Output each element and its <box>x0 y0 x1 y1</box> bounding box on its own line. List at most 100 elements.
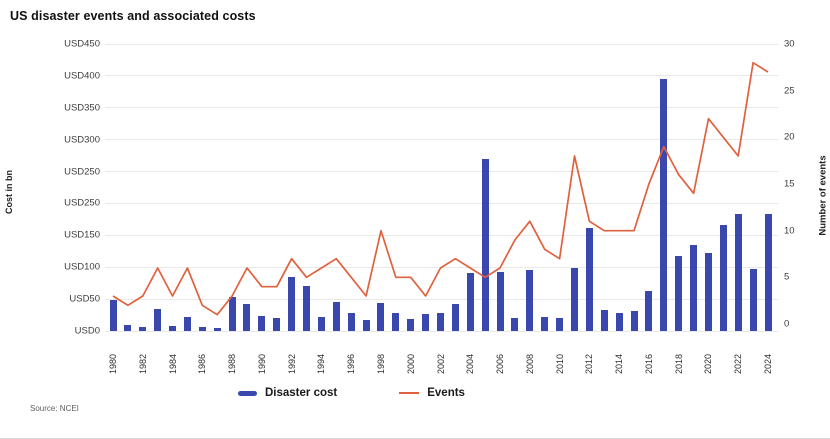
bar-1982 <box>139 327 147 331</box>
legend: Disaster cost Events <box>238 387 465 399</box>
bar-2022 <box>734 213 742 331</box>
gridline <box>105 234 778 236</box>
left-axis-tick: USD250 <box>64 197 100 209</box>
legend-label-disaster-cost: Disaster cost <box>265 387 338 399</box>
bar-2003 <box>451 304 459 331</box>
right-axis-tick: 25 <box>784 85 795 97</box>
bar-2000 <box>407 318 415 331</box>
x-axis-tick-2016: 2016 <box>643 353 654 374</box>
disaster-cost-swatch-icon <box>238 390 257 396</box>
bar-1998 <box>377 302 385 331</box>
left-axis-tick: USD0 <box>74 325 100 337</box>
right-axis-tick: 5 <box>784 271 790 283</box>
bar-2009 <box>541 316 549 331</box>
legend-item-disaster-cost: Disaster cost <box>238 387 337 399</box>
bar-1996 <box>347 312 355 331</box>
x-axis-tick-2008: 2008 <box>524 353 535 374</box>
x-axis-tick-1988: 1988 <box>227 353 238 374</box>
bar-2015 <box>630 311 638 331</box>
x-axis-tick-2004: 2004 <box>465 353 476 374</box>
bar-1999 <box>392 312 400 331</box>
left-axis-tick: USD350 <box>64 102 100 114</box>
left-axis-title: Cost in bn <box>4 170 14 214</box>
bar-1991 <box>273 317 281 331</box>
right-axis-tick: 10 <box>784 225 795 237</box>
left-axis-tick: USD450 <box>64 38 100 50</box>
x-axis-tick-2020: 2020 <box>703 353 714 374</box>
x-axis-tick-2014: 2014 <box>614 353 625 374</box>
bar-1986 <box>198 327 206 331</box>
gridline <box>105 202 778 204</box>
gridline <box>105 43 778 45</box>
bar-2006 <box>496 271 504 331</box>
bar-2014 <box>615 313 623 331</box>
x-axis-tick-2022: 2022 <box>733 353 744 374</box>
x-axis-tick-1998: 1998 <box>375 353 386 374</box>
left-axis-tick: USD100 <box>64 261 100 273</box>
bar-1983 <box>154 309 162 331</box>
bar-2024 <box>764 214 772 331</box>
bar-2010 <box>556 317 564 331</box>
bar-2012 <box>585 228 593 331</box>
x-axis-tick-1990: 1990 <box>256 353 267 374</box>
bar-2004 <box>466 272 474 331</box>
bar-2013 <box>600 309 608 331</box>
bar-2021 <box>719 225 727 331</box>
bar-1980 <box>109 300 117 331</box>
gridline <box>105 139 778 141</box>
right-axis-tick: 0 <box>784 318 790 330</box>
right-axis-tick: 30 <box>784 38 795 50</box>
x-axis-tick-1994: 1994 <box>316 353 327 374</box>
right-axis-tick: 20 <box>784 131 795 143</box>
bar-2011 <box>570 267 578 331</box>
bar-2023 <box>749 269 757 331</box>
bar-2018 <box>675 256 683 331</box>
x-axis-tick-2002: 2002 <box>435 353 446 374</box>
bar-1994 <box>317 316 325 331</box>
bar-1988 <box>228 297 236 331</box>
bar-2016 <box>645 290 653 331</box>
left-axis-tick: USD400 <box>64 70 100 82</box>
bar-2005 <box>481 158 489 331</box>
gridline <box>105 171 778 173</box>
events-polyline <box>112 61 769 316</box>
gridline <box>105 75 778 77</box>
bar-2020 <box>704 253 712 331</box>
legend-label-events: Events <box>427 387 465 399</box>
bar-1993 <box>303 285 311 331</box>
bar-1981 <box>124 325 132 331</box>
right-axis-title: Number of events <box>817 155 829 236</box>
bar-1987 <box>213 327 221 331</box>
left-axis-tick: USD300 <box>64 134 100 146</box>
x-axis-tick-2006: 2006 <box>495 353 506 374</box>
gridline <box>105 330 778 332</box>
bar-1985 <box>183 316 191 331</box>
bar-2008 <box>526 269 534 331</box>
bar-2017 <box>660 79 668 331</box>
x-axis-tick-2000: 2000 <box>405 353 416 374</box>
left-axis-tick: USD150 <box>64 229 100 241</box>
bar-1984 <box>169 325 177 331</box>
bar-2019 <box>690 244 698 331</box>
x-axis-tick-2018: 2018 <box>673 353 684 374</box>
x-axis-tick-1996: 1996 <box>346 353 357 374</box>
x-axis-tick-1984: 1984 <box>167 353 178 374</box>
x-axis-tick-1980: 1980 <box>108 353 118 374</box>
left-axis-tick: USD50 <box>69 293 100 305</box>
gridline <box>105 107 778 109</box>
right-axis-tick: 15 <box>784 178 795 190</box>
x-axis-tick-1982: 1982 <box>137 353 148 374</box>
bar-2001 <box>422 313 430 331</box>
bar-1992 <box>288 277 296 331</box>
legend-item-events: Events <box>399 387 465 399</box>
left-axis-tick: USD250 <box>64 166 100 178</box>
x-axis-tick-1986: 1986 <box>197 353 208 374</box>
bar-1989 <box>243 304 251 331</box>
source-note: Source: NCEI <box>30 404 79 413</box>
chart-title: US disaster events and associated costs <box>10 9 256 23</box>
bar-1990 <box>258 316 266 331</box>
x-axis-tick-2024: 2024 <box>763 353 773 374</box>
x-axis-tick-2010: 2010 <box>554 353 565 374</box>
